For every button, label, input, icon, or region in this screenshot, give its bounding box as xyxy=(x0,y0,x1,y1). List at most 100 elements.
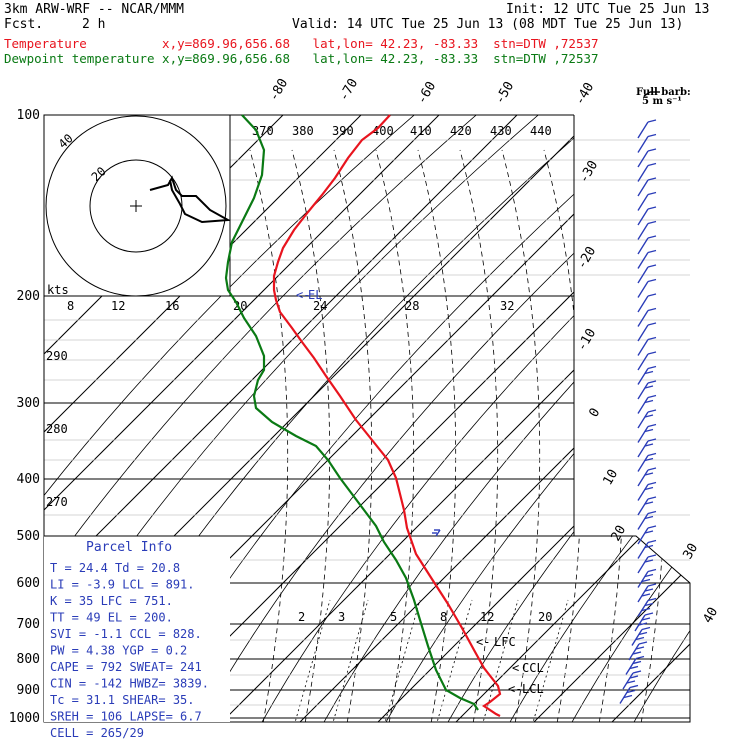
isotherm xyxy=(44,115,437,722)
theta-left-label: 290 xyxy=(46,349,68,363)
parcel-info-row: CELL = 265/29 xyxy=(50,726,144,740)
wind-barb xyxy=(637,278,657,298)
hodograph-trace xyxy=(149,175,230,224)
barb-legend-title: Full barb: xyxy=(636,87,691,98)
wind-barb xyxy=(637,496,657,516)
el-marker: <- xyxy=(296,288,310,302)
wind-barb xyxy=(637,351,657,371)
wind-barb xyxy=(637,539,657,559)
wind-barbs xyxy=(619,119,657,704)
mixing-ratio-label: 3 xyxy=(338,610,345,624)
wind-barb xyxy=(631,626,651,646)
wind-barb xyxy=(637,481,657,501)
wind-barb xyxy=(637,409,657,429)
pressure-label: 500 xyxy=(17,529,40,544)
pressure-label: 300 xyxy=(17,396,40,411)
wind-barb xyxy=(637,394,657,414)
isotherm xyxy=(44,115,47,722)
pressure-label: 200 xyxy=(17,289,40,304)
isotherm xyxy=(593,115,690,722)
wind-barb xyxy=(637,191,657,211)
theta-label: 410 xyxy=(410,124,432,138)
pressure-label: 700 xyxy=(17,617,40,632)
right-temp-label: 30 xyxy=(680,541,701,562)
wind-barb xyxy=(637,220,657,240)
dewpoint-legend: Dewpoint temperature x,y=869.96,656.68 l… xyxy=(4,51,599,66)
wind-barb xyxy=(622,670,642,690)
wind-barb xyxy=(637,133,657,153)
isotherm xyxy=(44,115,593,722)
parcel-info-row: Tc = 31.1 SHEAR= 35. xyxy=(50,693,195,707)
right-temp-label: -30 xyxy=(576,158,601,186)
parcel-info-row: T = 24.4 Td = 20.8 xyxy=(50,561,180,575)
mixing-ratio-line xyxy=(289,599,331,722)
parcel-info-title: Parcel Info xyxy=(86,540,172,555)
wind-barb xyxy=(637,307,657,327)
pressure-label: 400 xyxy=(17,472,40,487)
wind-barb xyxy=(628,641,648,661)
mixing-ratio-line xyxy=(431,599,473,722)
hodo-speed-label: 24 xyxy=(313,299,327,313)
theta-label: 430 xyxy=(490,124,512,138)
ccl-marker: CCL xyxy=(522,661,544,675)
hodo-speed-label: 16 xyxy=(165,299,179,313)
mixing-ratio-label: 12 xyxy=(480,610,494,624)
wind-barb xyxy=(637,452,657,472)
mixing-ratio-line xyxy=(477,599,519,722)
mixing-ratio-label: 5 xyxy=(390,610,397,624)
parcel-info-row: TT = 49 EL = 200. xyxy=(50,611,173,625)
wind-barb xyxy=(637,467,657,487)
wind-barb xyxy=(637,583,657,603)
isotherm xyxy=(203,115,690,722)
ccl-arrow: < xyxy=(512,661,519,675)
wind-barb xyxy=(637,293,657,313)
wind-barb xyxy=(637,380,657,400)
parcel-info-row: SVI = -1.1 CCL = 828. xyxy=(50,627,202,641)
wind-barb xyxy=(637,119,657,139)
parcel-info-row: PW = 4.38 YGP = 0.2 xyxy=(50,644,187,658)
hodo-speed-label: 12 xyxy=(111,299,125,313)
el-marker-label: EL xyxy=(308,288,322,302)
wind-barb xyxy=(637,235,657,255)
wind-barb xyxy=(625,655,645,675)
forecast-label: Fcst. xyxy=(4,17,44,32)
wind-barb xyxy=(634,612,654,632)
lcl-arrow: <- xyxy=(508,682,522,696)
hodo-speed-label: 32 xyxy=(500,299,514,313)
right-temp-label: 40 xyxy=(700,605,721,626)
dewpoint-profile xyxy=(224,114,479,711)
wind-barb xyxy=(637,568,657,588)
hodo-speed-label: 8 xyxy=(67,299,74,313)
moist-adiabat xyxy=(291,149,331,722)
pressure-label: 900 xyxy=(17,683,40,698)
mixing-ratio-line xyxy=(327,599,369,722)
wind-barb xyxy=(637,148,657,168)
temperature-profile xyxy=(272,114,502,717)
isotherm xyxy=(44,115,515,722)
lcl-marker: LCL xyxy=(522,682,544,696)
wind-barb xyxy=(637,249,657,269)
top-temp-label: -60 xyxy=(414,79,439,107)
hodo-speed-label: 28 xyxy=(405,299,419,313)
wind-barb xyxy=(637,423,657,443)
theta-label: 380 xyxy=(292,124,314,138)
right-temp-label: -20 xyxy=(574,244,599,272)
moist-adiabat xyxy=(501,149,541,722)
wind-barb xyxy=(637,206,657,226)
wind-barb xyxy=(637,438,657,458)
top-temp-label: -70 xyxy=(336,76,361,104)
wind-barb xyxy=(637,264,657,284)
top-temp-label: -40 xyxy=(572,80,597,108)
parcel-info-row: LI = -3.9 LCL = 891. xyxy=(50,578,195,592)
dry-adiabat xyxy=(313,115,690,722)
parcel-info-row: K = 35 LFC = 751. xyxy=(50,594,173,608)
pressure-label: 600 xyxy=(17,576,40,591)
right-temp-label: 0 xyxy=(586,406,603,420)
right-temp-label: 20 xyxy=(608,523,629,544)
parcel-info-row: CAPE = 792 SWEAT= 241 xyxy=(50,660,202,674)
wind-barb xyxy=(637,336,657,356)
top-temp-label: -50 xyxy=(492,79,517,107)
forecast-hour: 2 h xyxy=(82,17,106,32)
moist-adiabat xyxy=(375,149,415,722)
